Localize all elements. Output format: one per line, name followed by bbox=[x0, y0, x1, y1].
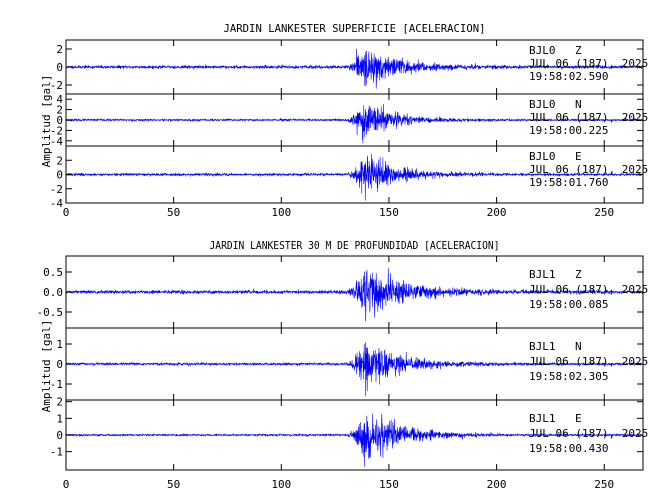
x-tick-label: 100 bbox=[271, 206, 291, 219]
x-tick-label: 0 bbox=[63, 478, 70, 491]
x-tick-label: 200 bbox=[487, 478, 507, 491]
x-tick-label: 250 bbox=[594, 478, 614, 491]
record-date: JUL 06 (187), 2025 bbox=[529, 111, 648, 124]
station-code: BJL1 bbox=[529, 340, 556, 353]
record-time: 19:58:02.305 bbox=[529, 370, 608, 383]
component-code: N bbox=[575, 340, 582, 353]
y-tick-label: -0.5 bbox=[37, 306, 64, 319]
panel-bjl1-z: 0.5 0.0 -0.5 BJL1 Z JUL 06 (187), 2025 19:58:0… bbox=[37, 255, 648, 329]
x-tick-label: 50 bbox=[167, 478, 180, 491]
seismic-trace bbox=[65, 342, 644, 397]
component-code: E bbox=[575, 412, 582, 425]
record-time: 19:58:00.225 bbox=[529, 124, 608, 137]
station-code: BJL0 bbox=[529, 44, 556, 57]
x-tick-label: 250 bbox=[594, 206, 614, 219]
record-date: JUL 06 (187), 2025 bbox=[529, 427, 648, 440]
chart-title: JARDIN LANKESTER 30 M DE PROFUNDIDAD [AC… bbox=[210, 239, 500, 252]
y-tick-label: 0.0 bbox=[43, 286, 63, 299]
record-date: JUL 06 (187), 2025 bbox=[529, 283, 648, 296]
x-tick-label: 100 bbox=[271, 478, 291, 491]
y-tick-label: 0 bbox=[56, 61, 63, 74]
x-tick-label: 150 bbox=[379, 478, 399, 491]
station-code: BJL1 bbox=[529, 412, 556, 425]
y-tick-label: -4 bbox=[50, 197, 64, 210]
y-tick-label: 0 bbox=[56, 114, 63, 127]
record-time: 19:58:00.085 bbox=[529, 298, 608, 311]
y-tick-label: 0 bbox=[56, 169, 63, 182]
record-time: 19:58:01.760 bbox=[529, 176, 608, 189]
y-tick-label: -2 bbox=[50, 124, 63, 137]
x-tick-label: 50 bbox=[167, 206, 180, 219]
y-tick-label: 4 bbox=[56, 93, 63, 106]
y-tick-label: -2 bbox=[50, 79, 63, 92]
record-time: 19:58:02.590 bbox=[529, 70, 608, 83]
x-tick-label: 0 bbox=[63, 206, 70, 219]
chart-title: JARDIN LANKESTER SUPERFICIE [ACELERACION… bbox=[224, 22, 486, 35]
y-tick-label: 2 bbox=[56, 43, 63, 56]
y-tick-label: 2 bbox=[56, 104, 63, 117]
y-tick-label: 0.5 bbox=[43, 266, 63, 279]
panel-bjl1-e: 2 1 0 -1 BJL1 E JUL 06 (187), 2025 19:58:00.430 bbox=[50, 396, 648, 471]
record-date: JUL 06 (187), 2025 bbox=[529, 57, 648, 70]
y-tick-label: 0 bbox=[56, 429, 63, 442]
y-axis-label: Amplitud [gal] bbox=[40, 320, 53, 413]
y-tick-label: 2 bbox=[56, 396, 63, 409]
record-date: JUL 06 (187), 2025 bbox=[529, 355, 648, 368]
record-time: 19:58:00.430 bbox=[529, 442, 608, 455]
y-tick-label: -1 bbox=[50, 378, 63, 391]
seismic-trace bbox=[65, 103, 644, 144]
seismic-trace bbox=[65, 48, 644, 89]
y-tick-label: 0 bbox=[56, 358, 63, 371]
seismic-trace bbox=[65, 153, 644, 201]
station-code: BJL0 bbox=[529, 98, 556, 111]
seismic-trace bbox=[65, 413, 644, 468]
panel-bjl1-n: 1 0 -1 BJL1 N JUL 06 (187), 2025 19:58:02.305 bbox=[50, 327, 648, 401]
component-code: E bbox=[575, 150, 582, 163]
component-code: N bbox=[575, 98, 582, 111]
y-axis-label: Amplitud [gal] bbox=[40, 75, 53, 168]
station-code: BJL0 bbox=[529, 150, 556, 163]
record-date: JUL 06 (187), 2025 bbox=[529, 163, 648, 176]
x-tick-label: 150 bbox=[379, 206, 399, 219]
y-tick-label: -4 bbox=[50, 135, 64, 148]
component-code: Z bbox=[575, 44, 582, 57]
y-tick-label: 2 bbox=[56, 154, 63, 167]
station-code: BJL1 bbox=[529, 268, 556, 281]
y-tick-label: 1 bbox=[56, 338, 63, 351]
y-tick-label: 1 bbox=[56, 412, 63, 425]
y-tick-label: -2 bbox=[50, 183, 63, 196]
component-code: Z bbox=[575, 268, 582, 281]
x-tick-label: 200 bbox=[487, 206, 507, 219]
y-tick-label: -1 bbox=[50, 446, 63, 459]
seismic-trace bbox=[65, 268, 644, 322]
